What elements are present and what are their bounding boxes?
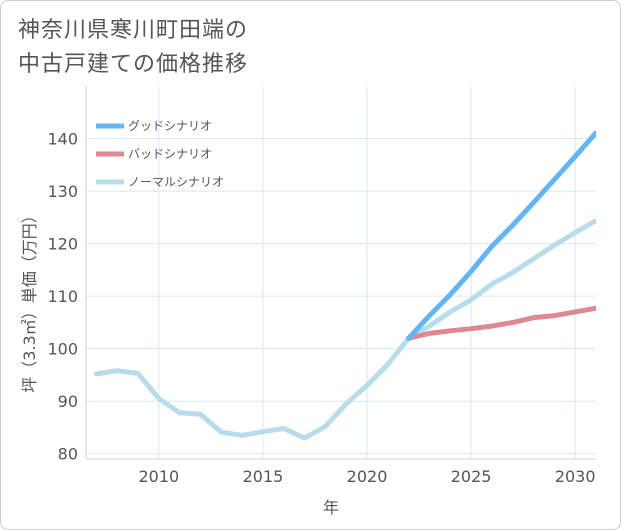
x-tick-label-2010: 2010 bbox=[138, 467, 179, 486]
y-tick-label-80: 80 bbox=[58, 445, 78, 464]
chart-title: 神奈川県寒川町田端の 中古戸建ての価格推移 bbox=[18, 14, 248, 82]
legend-label-normal: ノーマルシナリオ bbox=[128, 175, 224, 189]
chart-title-line-2: 中古戸建ての価格推移 bbox=[18, 52, 249, 77]
legend-label-good: グッドシナリオ bbox=[128, 119, 212, 133]
y-tick-label-110: 110 bbox=[47, 287, 78, 306]
axis-layer: 80 90 100 110 120 130 140 2010 2015 2020 2025 2030 bbox=[47, 86, 596, 486]
y-tick-label-120: 120 bbox=[47, 235, 78, 254]
x-tick-label-2015: 2015 bbox=[243, 467, 284, 486]
x-axis-title: 年 bbox=[323, 498, 339, 517]
y-tick-label-130: 130 bbox=[47, 182, 78, 201]
series-layer bbox=[93, 130, 596, 441]
y-tick-label-140: 140 bbox=[47, 130, 78, 149]
x-tick-label-2030: 2030 bbox=[555, 467, 596, 486]
y-tick-label-90: 90 bbox=[58, 392, 78, 411]
chart-title-line-1: 神奈川県寒川町田端の bbox=[18, 18, 249, 43]
x-tick-label-2025: 2025 bbox=[451, 467, 492, 486]
legend-label-bad: バッドシナリオ bbox=[128, 147, 212, 161]
series-line-bad bbox=[406, 305, 596, 341]
series-line-good bbox=[406, 130, 596, 341]
y-tick-label-100: 100 bbox=[47, 340, 78, 359]
x-tick-label-2020: 2020 bbox=[347, 467, 388, 486]
series-line-normal bbox=[93, 218, 596, 441]
y-axis-title: 坪（3.3㎡）単価（万円） bbox=[20, 207, 39, 392]
